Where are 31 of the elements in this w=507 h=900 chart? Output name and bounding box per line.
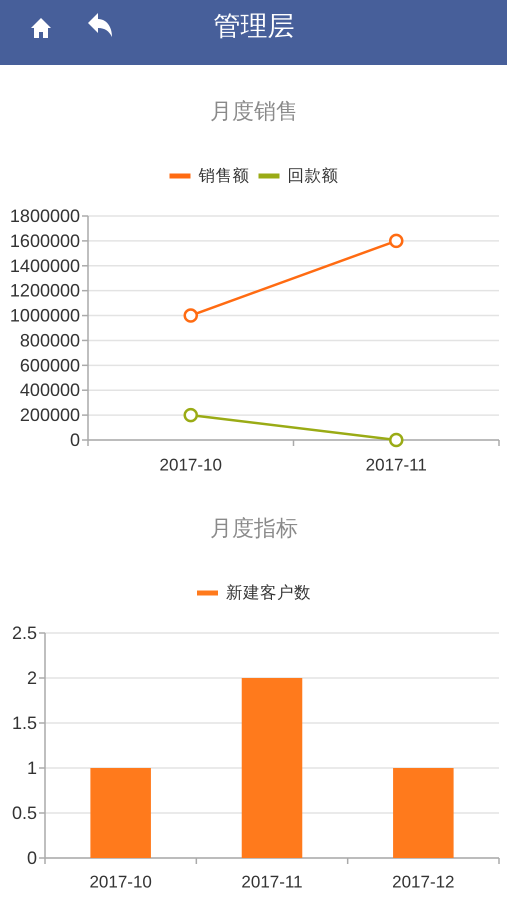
x-tick-label: 2017-11 [366, 456, 427, 474]
legend-label: 回款额 [288, 166, 338, 185]
y-tick-label: 1000000 [10, 306, 80, 326]
y-tick-label: 2 [26, 668, 37, 688]
y-tick-label: 1.5 [12, 713, 37, 733]
legend-label: 新建客户数 [226, 583, 311, 602]
y-tick-label: 0 [70, 430, 80, 450]
legend-label: 销售额 [198, 166, 250, 185]
y-tick-label: 400000 [20, 380, 80, 400]
chart-title: 月度销售 [210, 98, 298, 124]
y-tick-label: 200000 [20, 405, 80, 426]
point [184, 308, 198, 323]
x-tick-label: 2017-10 [160, 456, 222, 474]
y-tick-label: 1600000 [10, 230, 80, 251]
y-tick-label: 800000 [20, 330, 80, 350]
point [184, 408, 198, 422]
x-tick-label: 2017-10 [89, 872, 152, 892]
y-tick-label: 1 [26, 758, 37, 778]
y-tick-label: 2.5 [12, 623, 37, 643]
chart-title: 月度指标 [210, 516, 298, 540]
y-tick-label: 1200000 [10, 280, 80, 301]
y-tick-label: 0 [26, 848, 37, 868]
y-tick-label: 600000 [20, 355, 80, 376]
y-tick-label: 1800000 [10, 206, 80, 226]
x-tick-label: 2017-12 [392, 872, 455, 892]
y-tick-label: 1400000 [10, 256, 80, 276]
point [389, 234, 404, 248]
text: 管理层 [214, 11, 294, 41]
y-tick-label: 0.5 [12, 803, 37, 823]
x-tick-label: 2017-11 [241, 872, 303, 892]
point [389, 432, 404, 448]
